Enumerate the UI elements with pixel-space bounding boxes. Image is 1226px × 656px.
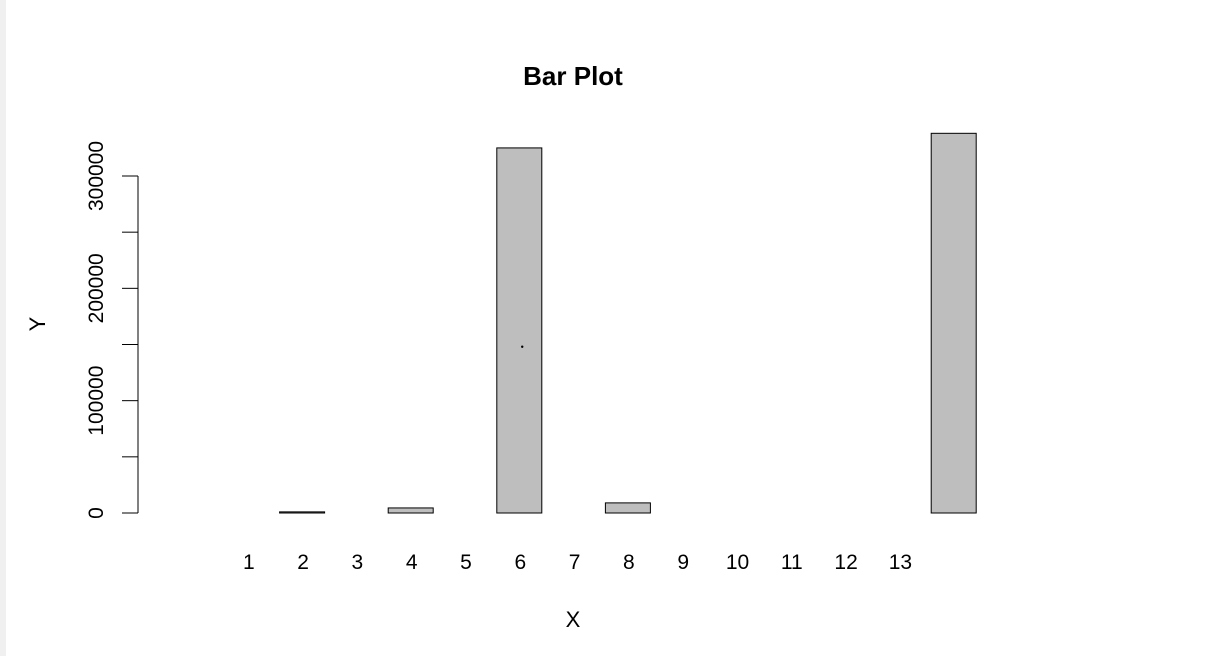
x-tick-label: 12 — [834, 551, 857, 574]
window-edge — [0, 0, 6, 656]
y-tick-label: 300000 — [85, 141, 108, 211]
bar — [387, 507, 434, 514]
y-axis-label: Y — [25, 316, 50, 331]
x-tick-label: 3 — [352, 551, 364, 574]
x-tick-label: 6 — [514, 551, 526, 574]
x-tick-label: 7 — [569, 551, 581, 574]
x-tick-labels: 1 2 3 4 5 6 7 8 9 10 11 12 13 — [243, 551, 912, 574]
bar — [930, 132, 977, 514]
x-tick-label: 13 — [889, 551, 912, 574]
x-tick-label: 5 — [460, 551, 472, 574]
x-tick-label: 11 — [781, 551, 803, 574]
y-tick-label: 0 — [85, 507, 108, 519]
y-tick-label: 200000 — [85, 253, 108, 323]
chart-title: Bar Plot — [523, 61, 623, 91]
annotations — [521, 345, 524, 348]
annotation-point — [521, 345, 524, 348]
y-axis: 0 100000 200000 300000 — [85, 141, 139, 519]
y-tick-label: 100000 — [85, 366, 108, 436]
bars — [279, 132, 977, 514]
x-tick-label: 9 — [677, 551, 689, 574]
bar — [604, 502, 651, 514]
bar — [496, 147, 543, 514]
x-tick-label: 2 — [297, 551, 309, 574]
x-tick-label: 4 — [406, 551, 418, 574]
x-axis-label: X — [566, 607, 581, 632]
x-tick-label: 1 — [243, 551, 255, 574]
x-tick-label: 8 — [623, 551, 635, 574]
x-tick-label: 10 — [726, 551, 749, 574]
bar — [279, 511, 326, 514]
